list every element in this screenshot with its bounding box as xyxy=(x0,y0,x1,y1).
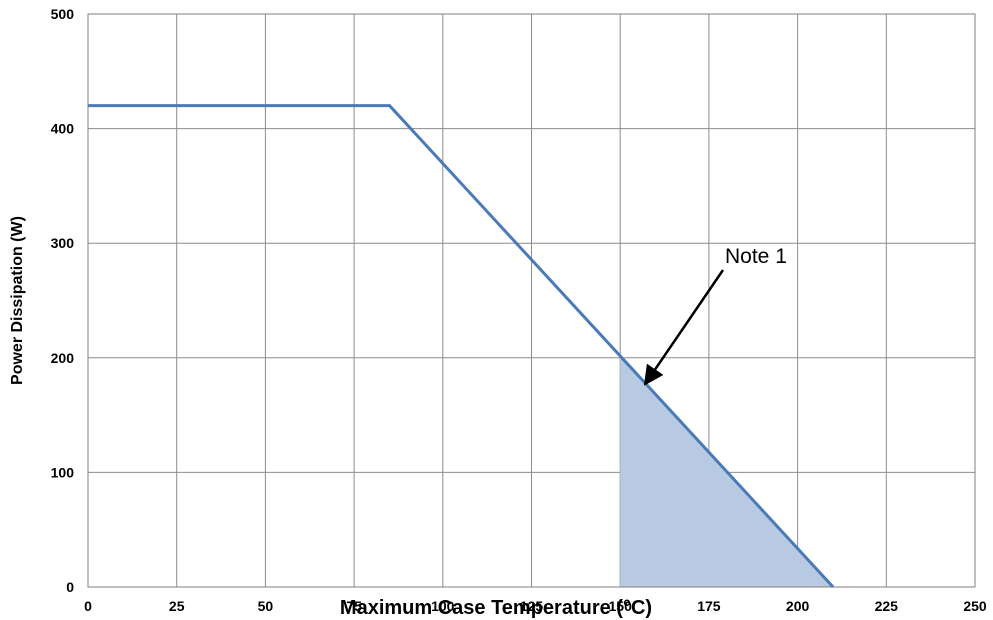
x-tick-label: 125 xyxy=(520,598,544,614)
x-tick-label: 25 xyxy=(169,598,185,614)
series-line xyxy=(88,104,835,589)
x-tick-label: 200 xyxy=(786,598,810,614)
x-tick-label: 75 xyxy=(346,598,362,614)
y-tick-label: 100 xyxy=(51,464,75,480)
x-tick-label: 150 xyxy=(609,598,633,614)
x-tick-labels: 0 25 50 75 100 125 150 175 200 225 250 xyxy=(84,598,987,614)
annotations: Note 1 xyxy=(643,245,787,386)
y-tick-labels: 0 100 200 300 400 500 xyxy=(51,6,75,595)
x-tick-label: 100 xyxy=(431,598,455,614)
note-arrow xyxy=(643,269,725,386)
y-tick-label: 200 xyxy=(51,350,75,366)
note-label: Note 1 xyxy=(725,245,787,268)
x-tick-label: 175 xyxy=(697,598,721,614)
x-axis-label: Maximum Case Temperature (°C) xyxy=(340,597,652,619)
x-tick-label: 250 xyxy=(963,598,987,614)
y-axis-label: Power Dissipation (W) xyxy=(9,216,26,385)
y-tick-label: 0 xyxy=(66,579,74,595)
x-tick-label: 225 xyxy=(875,598,899,614)
plot-frame xyxy=(87,13,976,588)
x-tick-label: 50 xyxy=(258,598,274,614)
y-tick-label: 500 xyxy=(51,6,75,22)
y-tick-label: 400 xyxy=(51,121,75,137)
y-tick-label: 300 xyxy=(51,235,75,251)
grid-lines xyxy=(87,13,976,588)
x-tick-label: 0 xyxy=(84,598,92,614)
